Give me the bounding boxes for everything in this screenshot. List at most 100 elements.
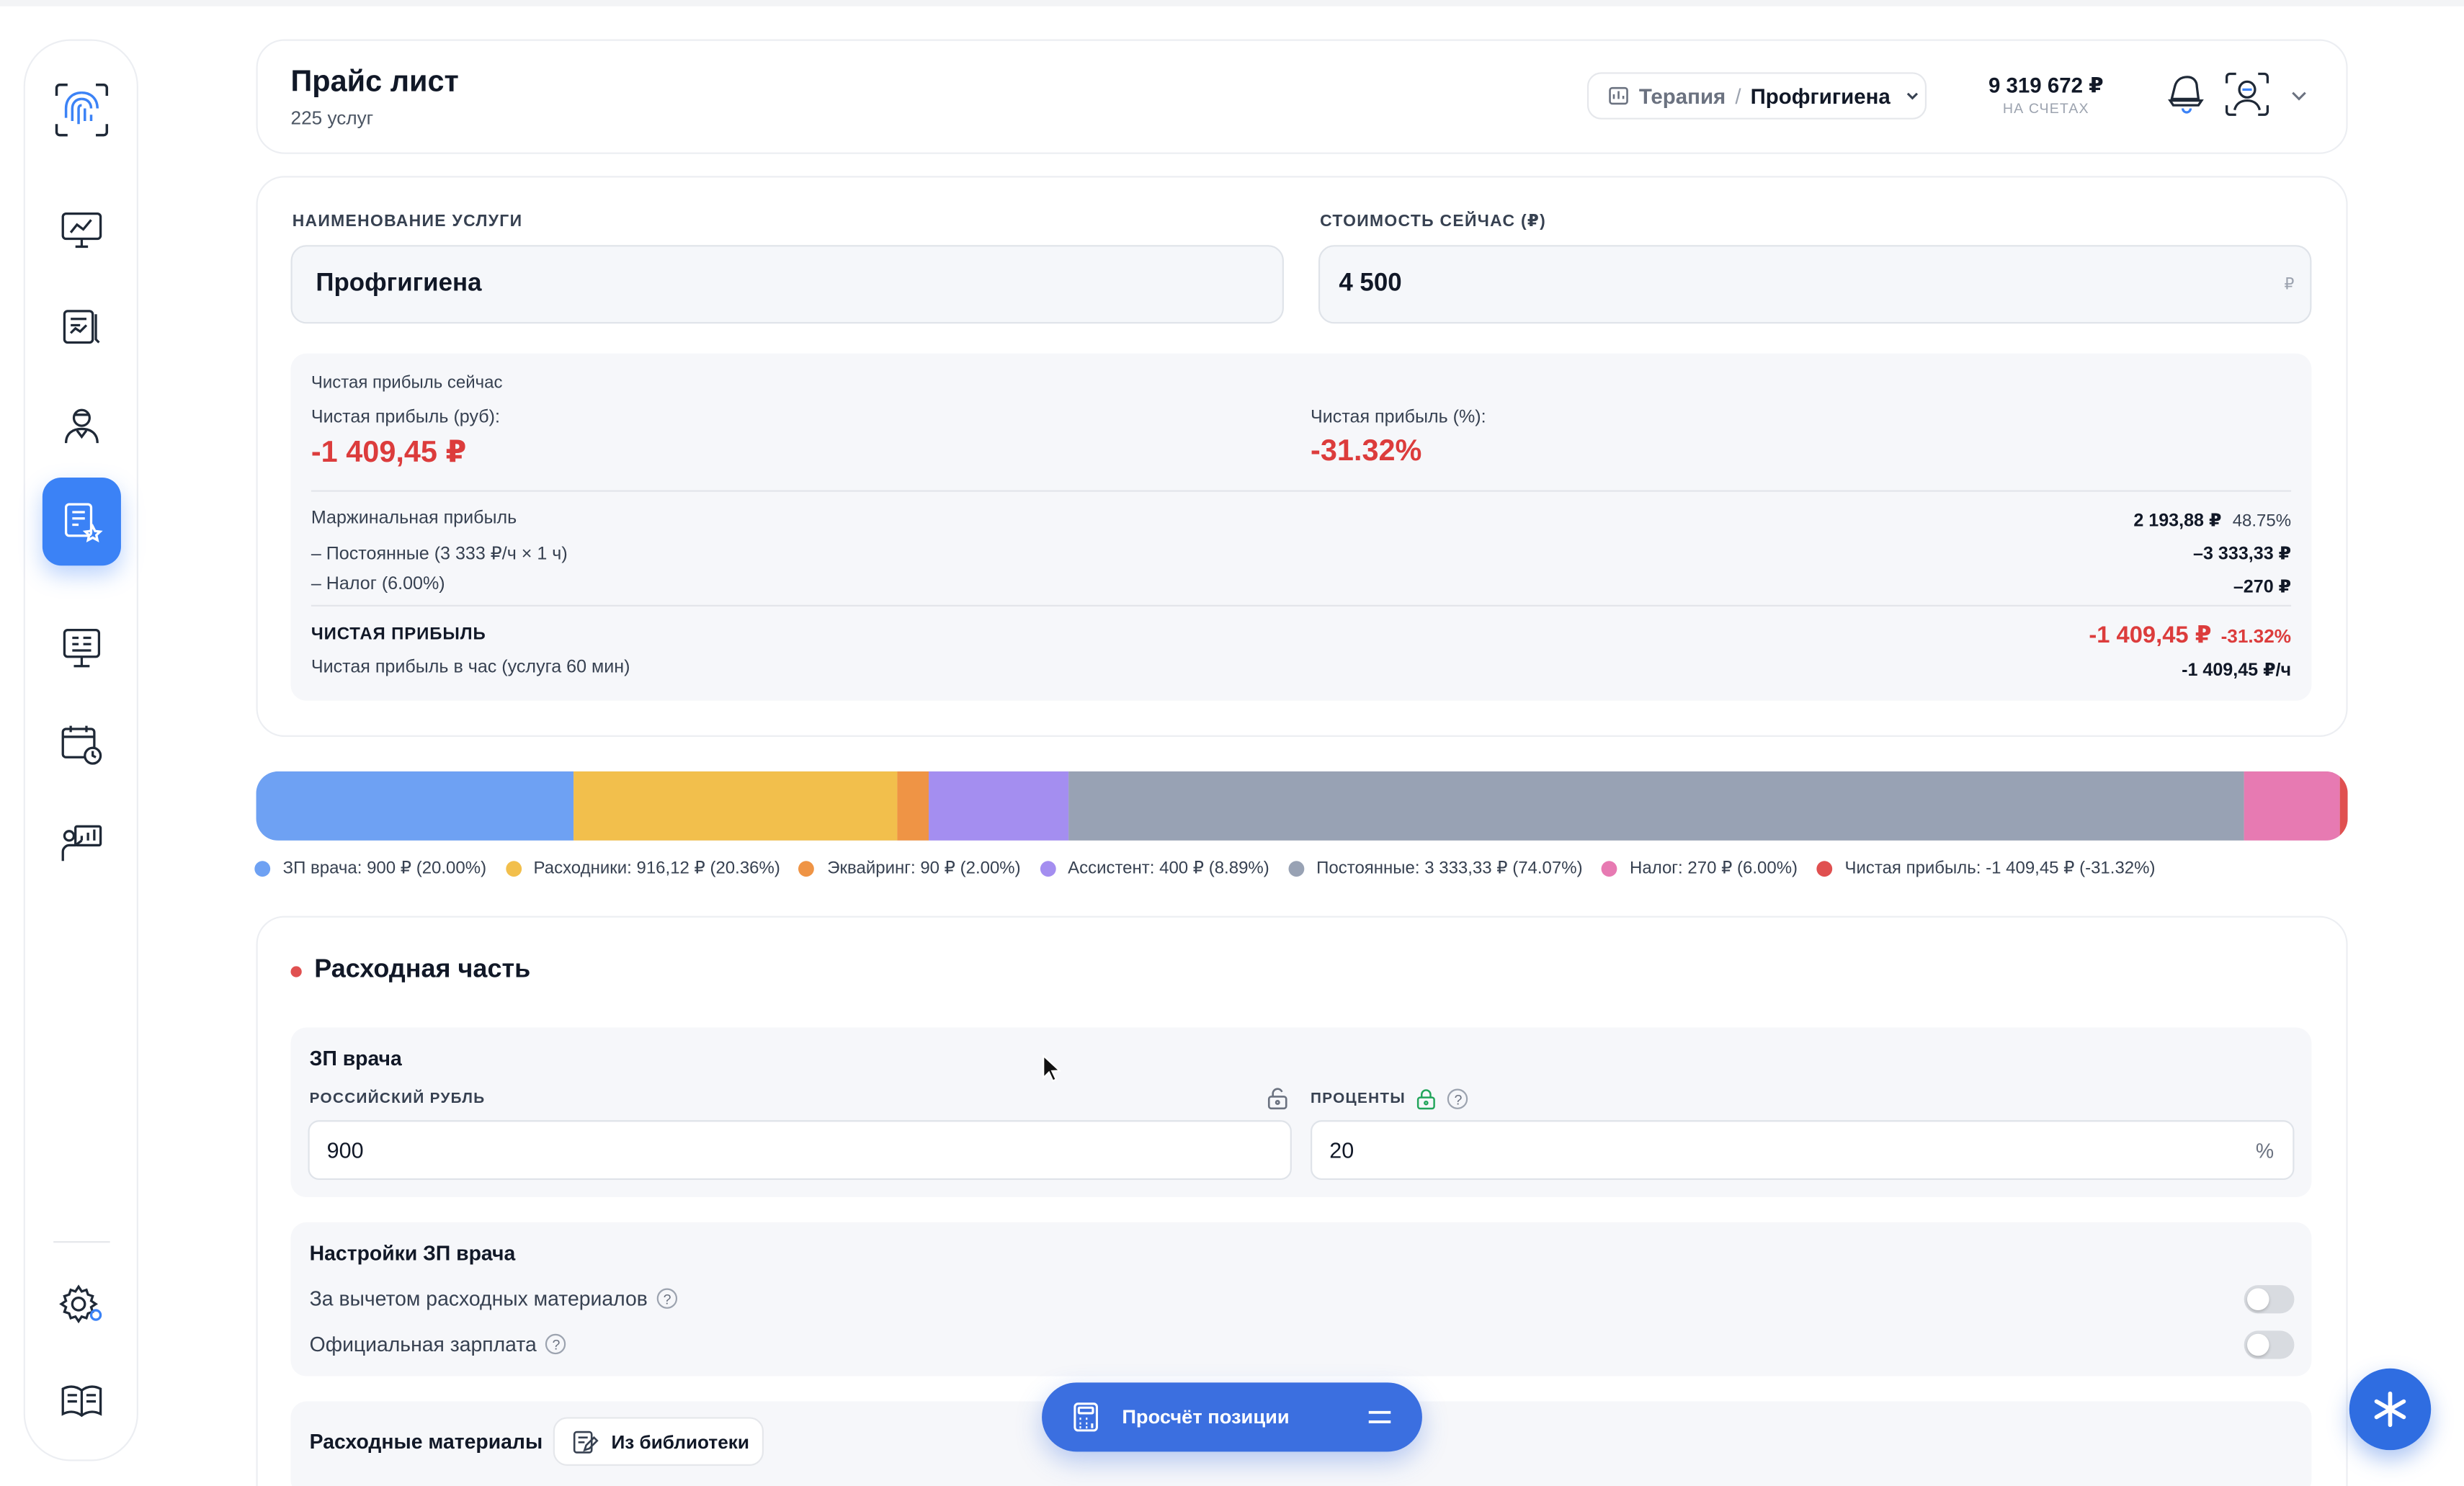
sidebar-item-reports[interactable] bbox=[43, 283, 121, 371]
materials-title: Расходные материалы bbox=[309, 1429, 543, 1454]
service-name-label: НАИМЕНОВАНИЕ УСЛУГИ bbox=[292, 212, 523, 231]
net-profit-pct-label: Чистая прибыль (%): bbox=[1311, 408, 1486, 428]
assistant-fab-button[interactable] bbox=[2349, 1368, 2432, 1451]
sidebar-item-analytics[interactable] bbox=[43, 604, 121, 691]
legend-dot bbox=[254, 860, 271, 876]
legend-dot bbox=[1287, 860, 1304, 876]
account-balance: 9 319 672 ₽ НА СЧЕТАХ bbox=[1964, 74, 2128, 117]
doctor-salary-settings-panel bbox=[290, 1222, 2312, 1377]
marginal-profit-pct: 48.75% bbox=[2232, 512, 2292, 532]
fixed-costs-label: – Постоянные (3 333 ₽/ч × 1 ч) bbox=[311, 545, 568, 565]
service-name-value: Профгигиена bbox=[316, 270, 482, 297]
legend-dot bbox=[1601, 860, 1617, 876]
net-profit-rub-label: Чистая прибыль (руб): bbox=[311, 408, 501, 428]
setting-label: Официальная зарплата bbox=[309, 1332, 537, 1356]
monitor-chart-icon bbox=[61, 212, 102, 249]
sidebar-item-dashboard[interactable] bbox=[43, 185, 121, 273]
toggle-minus-materials[interactable] bbox=[2244, 1285, 2295, 1314]
doctor-salary-rub-input[interactable]: 900 bbox=[308, 1120, 1292, 1181]
divider bbox=[311, 490, 2292, 492]
toggle-official-salary[interactable] bbox=[2244, 1330, 2295, 1359]
equals-icon bbox=[1368, 1410, 1391, 1423]
cost-breakdown-legend: ЗП врача: 900 ₽ (20.00%) Расходники: 916,… bbox=[236, 858, 2342, 878]
cost-breakdown-bar bbox=[256, 771, 2348, 841]
legend-item: ЗП врача: 900 ₽ (20.00%) bbox=[236, 858, 486, 878]
setting-row-official-salary: Официальная зарплата ? bbox=[310, 1333, 567, 1356]
logo-fingerprint-icon[interactable] bbox=[43, 66, 121, 154]
book-icon bbox=[61, 1385, 102, 1418]
sidebar-divider bbox=[53, 1241, 110, 1243]
lock-open-icon bbox=[1267, 1088, 1287, 1110]
asterisk-icon bbox=[2374, 1391, 2406, 1428]
browser-top-strip bbox=[0, 0, 2464, 6]
bar-segment bbox=[2339, 771, 2348, 841]
lock-closed-icon[interactable] bbox=[1415, 1087, 1439, 1111]
legend-dot bbox=[1816, 860, 1833, 876]
net-profit-total: -1 409,45 ₽ -31.32% bbox=[2089, 621, 2291, 649]
sidebar-item-price-list[interactable] bbox=[42, 478, 121, 566]
legend-label: Чистая прибыль: -1 409,45 ₽ (-31.32%) bbox=[1844, 859, 2156, 879]
net-profit-hour-value: -1 409,45 ₽/ч bbox=[2182, 661, 2292, 681]
doctor-icon bbox=[64, 408, 99, 444]
breadcrumb-parent[interactable]: Терапия bbox=[1638, 84, 1726, 108]
doctor-salary-title: ЗП врача bbox=[309, 1046, 402, 1070]
sidebar-item-doctors[interactable] bbox=[43, 380, 121, 468]
calculate-position-label: Просчёт позиции bbox=[1122, 1406, 1290, 1428]
sidebar-item-presentation[interactable] bbox=[43, 798, 121, 886]
gear-icon bbox=[59, 1284, 102, 1324]
divider bbox=[311, 604, 2292, 607]
net-profit-hour-label: Чистая прибыль в час (услуга 60 мин) bbox=[311, 658, 630, 678]
price-list-icon bbox=[64, 503, 103, 542]
page-header bbox=[256, 39, 2348, 154]
sidebar-item-library[interactable] bbox=[43, 1357, 121, 1445]
expenses-title: Расходная часть bbox=[314, 955, 531, 984]
doctor-salary-settings-title: Настройки ЗП врача bbox=[309, 1241, 516, 1265]
help-icon[interactable]: ? bbox=[545, 1333, 567, 1355]
presentation-icon bbox=[63, 628, 101, 668]
doctor-salary-pct-value: 20 bbox=[1329, 1137, 1354, 1163]
service-name-input[interactable]: Профгигиена bbox=[290, 245, 1284, 324]
legend-label: Налог: 270 ₽ (6.00%) bbox=[1630, 859, 1798, 879]
tax-value: –270 ₽ bbox=[2233, 578, 2292, 597]
unlock-rub-button[interactable] bbox=[1265, 1086, 1290, 1119]
net-profit-heading: Чистая прибыль сейчас bbox=[311, 374, 503, 393]
fixed-costs-value: –3 333,33 ₽ bbox=[2193, 545, 2292, 565]
user-avatar-button[interactable] bbox=[2222, 69, 2272, 120]
sidebar-item-settings[interactable] bbox=[43, 1260, 121, 1348]
doctor-salary-rub-label: РОССИЙСКИЙ РУБЛЬ bbox=[309, 1090, 486, 1108]
chevron-down-icon bbox=[2292, 91, 2306, 101]
marginal-profit-values: 2 193,88 ₽ 48.75% bbox=[2133, 509, 2292, 532]
doctor-salary-pct-label: ПРОЦЕНТЫ bbox=[1311, 1090, 1406, 1108]
page-subtitle: 225 услуг bbox=[290, 107, 374, 129]
calendar-clock-icon bbox=[61, 725, 102, 765]
from-library-label: Из библиотеки bbox=[611, 1430, 749, 1453]
price-input[interactable]: 4 500 ₽ bbox=[1318, 245, 2312, 324]
calculate-position-button[interactable]: Просчёт позиции bbox=[1042, 1382, 1422, 1452]
help-icon[interactable]: ? bbox=[656, 1288, 678, 1309]
legend-label: Эквайринг: 90 ₽ (2.00%) bbox=[827, 859, 1021, 879]
legend-label: Расходники: 916,12 ₽ (20.36%) bbox=[533, 859, 780, 879]
legend-item: Ассистент: 400 ₽ (8.89%) bbox=[1021, 858, 1269, 878]
section-marker-dot bbox=[290, 966, 302, 977]
setting-row-minus-materials: За вычетом расходных материалов ? bbox=[310, 1286, 678, 1310]
help-icon[interactable]: ? bbox=[1447, 1088, 1469, 1109]
legend-label: Ассистент: 400 ₽ (8.89%) bbox=[1068, 859, 1269, 879]
bar-segment bbox=[1069, 771, 2245, 841]
doctor-salary-pct-input[interactable]: 20 % bbox=[1311, 1120, 2295, 1181]
marginal-profit-label: Маржинальная прибыль bbox=[311, 509, 517, 528]
bell-icon bbox=[2168, 76, 2204, 114]
breadcrumb[interactable]: Терапия / Профгигиена bbox=[1586, 72, 1927, 120]
chevron-down-icon bbox=[1906, 92, 1918, 100]
teacher-board-icon bbox=[61, 825, 102, 861]
price-value: 4 500 bbox=[1339, 270, 1402, 297]
legend-item: Постоянные: 3 333,33 ₽ (74.07%) bbox=[1269, 858, 1583, 878]
net-profit-total-pct: -31.32% bbox=[2220, 625, 2292, 648]
bar-segment bbox=[896, 771, 929, 841]
from-library-button[interactable]: Из библиотеки bbox=[553, 1417, 764, 1466]
bar-segment bbox=[256, 771, 573, 841]
user-menu-chevron[interactable] bbox=[2288, 85, 2311, 115]
notifications-button[interactable] bbox=[2162, 69, 2209, 116]
net-profit-panel bbox=[290, 353, 2312, 701]
sidebar-item-schedule[interactable] bbox=[43, 701, 121, 789]
legend-dot bbox=[799, 860, 815, 876]
